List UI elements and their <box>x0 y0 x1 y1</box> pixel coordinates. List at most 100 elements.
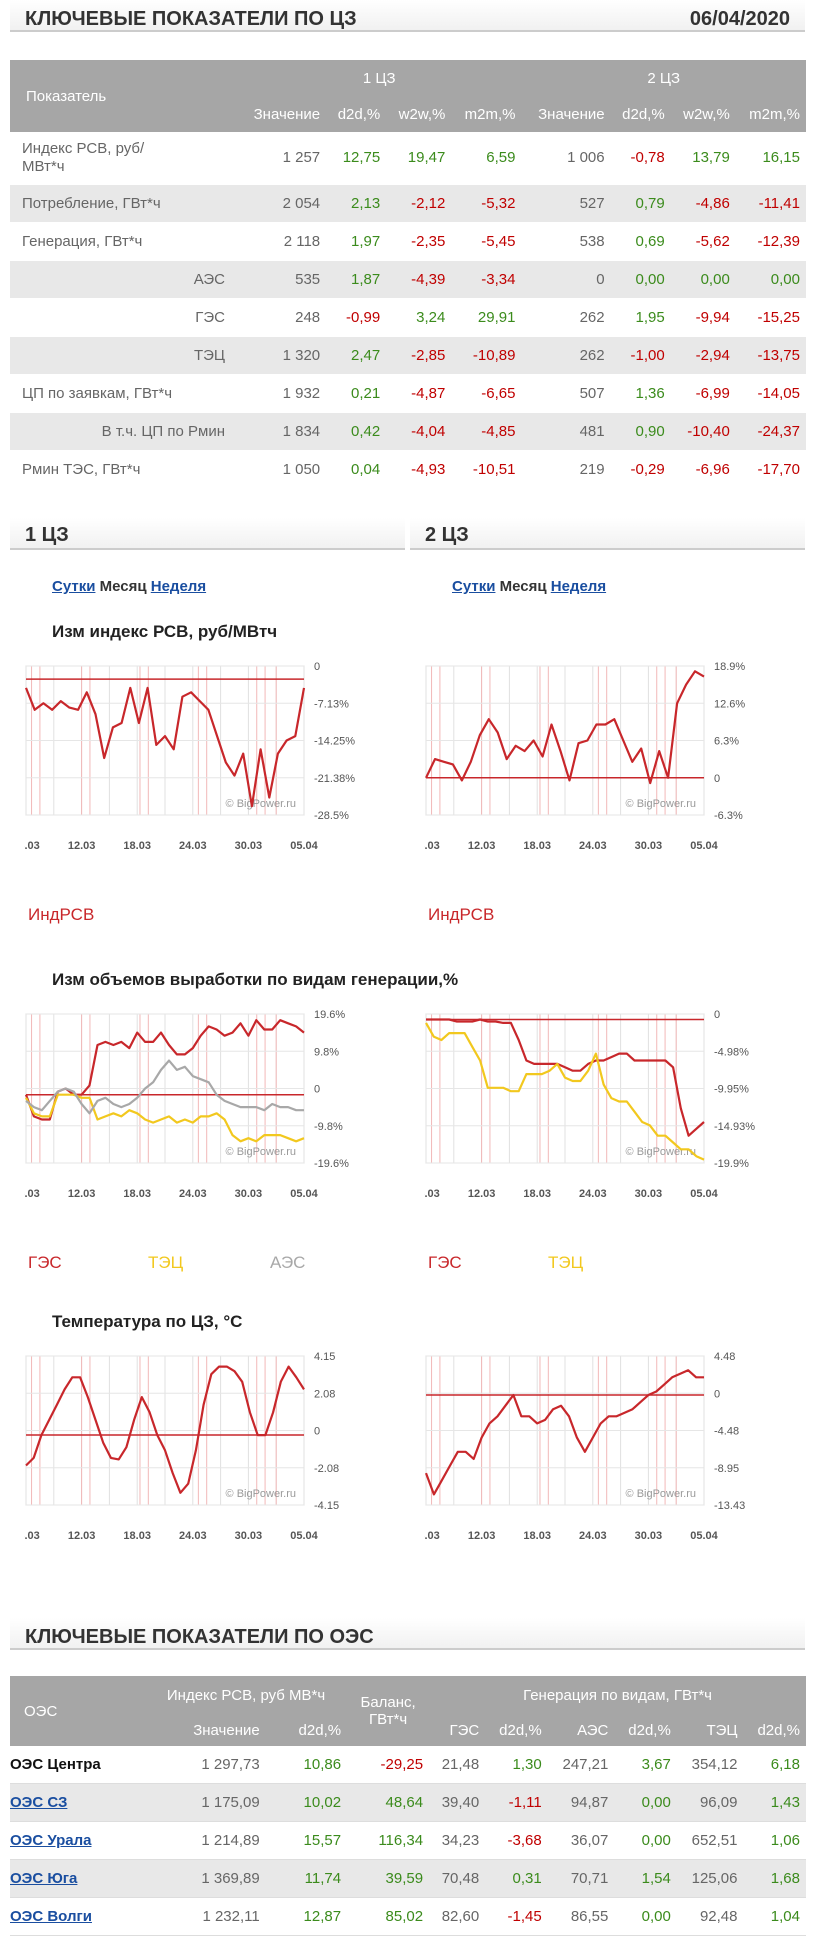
subcol-5: d2d,% <box>611 96 671 132</box>
cell-v1: 1 320 <box>237 336 326 374</box>
subcol-4: Значение <box>521 96 610 132</box>
cell-m2: -24,37 <box>736 412 806 450</box>
cell-m1: -4,85 <box>451 412 521 450</box>
cell-d2: 0,79 <box>611 184 671 222</box>
oes-link[interactable]: ОЭС Юга <box>10 1870 77 1887</box>
oes-cell-rsv: 1 175,09 <box>145 1784 266 1822</box>
table-row: ТЭЦ 1 320 2,47 -2,85 -10,89 262 -1,00 -2,94 -13,… <box>10 336 806 374</box>
col-zone1: 1 ЦЗ <box>237 60 521 96</box>
table-row: АЭС 535 1,87 -4,39 -3,34 0 0,00 0,00 0,00 <box>10 260 806 298</box>
table-row: Потребление, ГВт*ч 2 054 2,13 -2,12 -5,32 527… <box>10 184 806 222</box>
y-tick-label: 18.9% <box>714 661 745 673</box>
cell-v2: 219 <box>521 450 610 488</box>
y-tick-label: 4.15 <box>314 1351 335 1363</box>
watermark: © BigPower.ru <box>226 1146 296 1158</box>
oes-indicators-table: ОЭС Индекс РСВ, руб МВ*ч Баланс, ГВт*ч Г… <box>10 1676 806 1936</box>
cell-w1: 19,47 <box>386 132 451 184</box>
x-tick-label: 05.04 <box>690 1530 718 1542</box>
cell-d1: 12,75 <box>326 132 386 184</box>
cell-m2: -15,25 <box>736 298 806 336</box>
oes-cell-gd: -3,68 <box>485 1822 547 1860</box>
oes-link[interactable]: ОЭС СЗ <box>10 1794 67 1811</box>
oes-cell-rsv: 1 232,11 <box>145 1898 266 1936</box>
oes-cell-tec: 96,09 <box>677 1784 744 1822</box>
cell-w2: -5,62 <box>671 222 736 260</box>
oes-subcol-1: d2d,% <box>266 1714 347 1746</box>
oes-cell-ges: 21,48 <box>429 1746 485 1784</box>
period-link-day[interactable]: Сутки <box>452 578 495 595</box>
cell-v1: 1 834 <box>237 412 326 450</box>
x-tick-label: 18.03 <box>123 1188 151 1200</box>
zone1-title: 1 ЦЗ <box>25 524 69 547</box>
y-tick-label: -9.8% <box>314 1121 343 1133</box>
x-tick-label: 06.03 <box>424 1530 440 1542</box>
cell-v1: 248 <box>237 298 326 336</box>
cell-v1: 2 118 <box>237 222 326 260</box>
y-tick-label: -4.48 <box>714 1426 739 1438</box>
page-header: КЛЮЧЕВЫЕ ПОКАЗАТЕЛИ ПО ЦЗ 06/04/2020 <box>10 0 805 32</box>
report-date: 06/04/2020 <box>690 8 790 31</box>
zone1-period-links: Сутки Месяц Неделя <box>52 578 206 595</box>
period-link-week[interactable]: Неделя <box>551 578 606 595</box>
oes-cell-bal: 85,02 <box>347 1898 429 1936</box>
cell-w2: -10,40 <box>671 412 736 450</box>
y-tick-label: 12.6% <box>714 698 745 710</box>
oes-cell-bal: 48,64 <box>347 1784 429 1822</box>
x-tick-label: 05.04 <box>290 840 318 852</box>
y-tick-label: 2.08 <box>314 1388 335 1400</box>
table-row: ОЭС Волги 1 232,11 12,87 85,02 82,60 -1,45 86,… <box>10 1898 806 1936</box>
period-link-day[interactable]: Сутки <box>52 578 95 595</box>
oes-cell-ad: 0,00 <box>614 1822 676 1860</box>
legend-tec-zone1: ТЭЦ <box>148 1253 183 1273</box>
watermark: © BigPower.ru <box>626 1146 696 1158</box>
legend-rsv-zone1: ИндРСВ <box>28 905 94 925</box>
cell-d1: 2,13 <box>326 184 386 222</box>
chart-title-temp: Температура по ЦЗ, °С <box>52 1312 242 1332</box>
row-label: Генерация, ГВт*ч <box>10 222 237 260</box>
oes-cell-rsv: 1 214,89 <box>145 1822 266 1860</box>
cell-m1: 29,91 <box>451 298 521 336</box>
oes-cell-rd: 10,02 <box>266 1784 347 1822</box>
x-tick-label: 18.03 <box>123 840 151 852</box>
cell-w1: -2,12 <box>386 184 451 222</box>
oes-cell-ad: 3,67 <box>614 1746 676 1784</box>
cell-w1: 3,24 <box>386 298 451 336</box>
cell-w2: 13,79 <box>671 132 736 184</box>
cell-w2: -4,86 <box>671 184 736 222</box>
col-balance: Баланс, ГВт*ч <box>347 1676 429 1746</box>
oes-link[interactable]: ОЭС Урала <box>10 1832 91 1849</box>
y-tick-label: 9.8% <box>314 1046 339 1058</box>
oes-subcol-3: d2d,% <box>485 1714 547 1746</box>
key-indicators-table: Показатель 1 ЦЗ 2 ЦЗ Значение d2d,% w2w,% m… <box>10 60 806 489</box>
table-row: Рмин ТЭС, ГВт*ч 1 050 0,04 -4,93 -10,51 219 -0… <box>10 450 806 488</box>
oes-subcol-4: АЭС <box>548 1714 615 1746</box>
y-tick-label: 0 <box>314 661 320 673</box>
table-row: ОЭС Центра 1 297,73 10,86 -29,25 21,48 1,30 24… <box>10 1746 806 1784</box>
oes-section-header: КЛЮЧЕВЫЕ ПОКАЗАТЕЛИ ПО ОЭС <box>10 1618 805 1650</box>
cell-d2: 0,90 <box>611 412 671 450</box>
oes-subcol-5: d2d,% <box>614 1714 676 1746</box>
period-link-week[interactable]: Неделя <box>151 578 206 595</box>
col-zone2: 2 ЦЗ <box>521 60 806 96</box>
cell-v2: 538 <box>521 222 610 260</box>
oes-cell-ges: 39,40 <box>429 1784 485 1822</box>
chart-svg: 4.152.080-2.08-4.1506.0312.0318.0324.033… <box>24 1350 364 1545</box>
x-tick-label: 24.03 <box>579 1188 607 1200</box>
chart-title-gen: Изм объемов выработки по видам генерации… <box>52 970 458 990</box>
oes-cell-rd: 15,57 <box>266 1822 347 1860</box>
oes-cell-tec: 652,51 <box>677 1822 744 1860</box>
y-tick-label: -13.43 <box>714 1500 745 1512</box>
x-tick-label: 12.03 <box>468 840 496 852</box>
oes-cell-ad: 1,54 <box>614 1860 676 1898</box>
cell-m2: -13,75 <box>736 336 806 374</box>
cell-v1: 1 050 <box>237 450 326 488</box>
oes-cell-bal: 39,59 <box>347 1860 429 1898</box>
watermark: © BigPower.ru <box>226 798 296 810</box>
cell-v1: 1 257 <box>237 132 326 184</box>
oes-name-cell: ОЭС Юга <box>10 1860 145 1898</box>
x-tick-label: 18.03 <box>123 1530 151 1542</box>
x-tick-label: 18.03 <box>523 840 551 852</box>
oes-link[interactable]: ОЭС Волги <box>10 1908 92 1925</box>
y-tick-label: -14.93% <box>714 1121 755 1133</box>
y-tick-label: -28.5% <box>314 810 349 822</box>
